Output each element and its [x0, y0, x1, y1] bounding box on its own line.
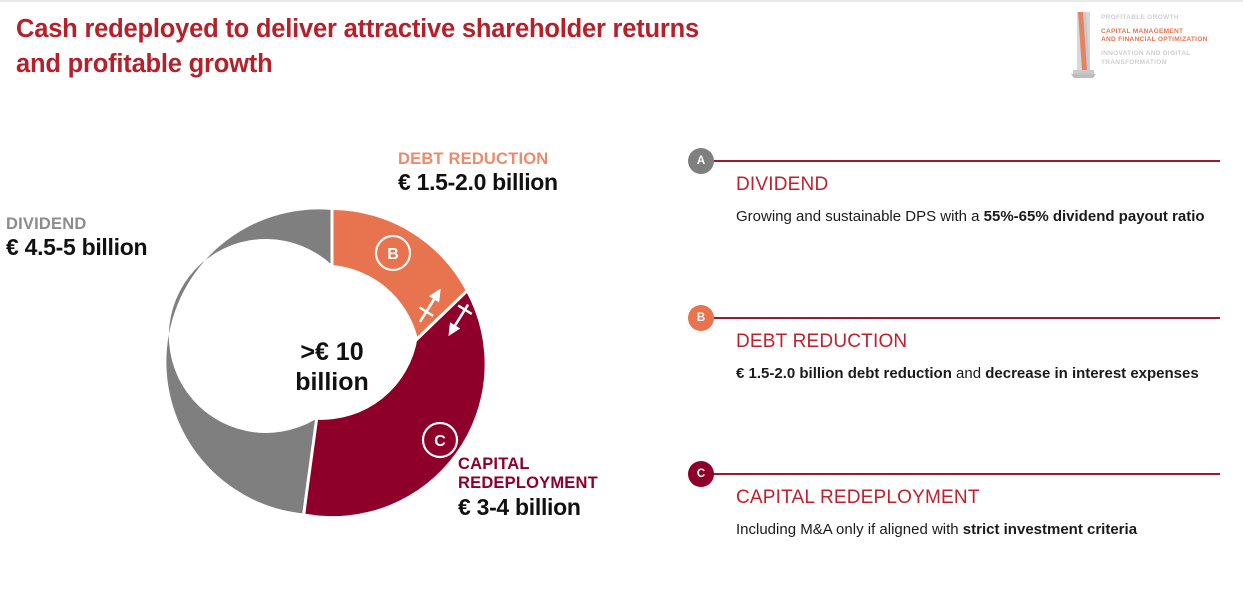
detail-body-debt-bold-2: decrease in interest expenses: [985, 365, 1199, 382]
detail-body-debt-reduction: € 1.5-2.0 billion debt reduction and dec…: [736, 363, 1224, 384]
detail-heading-capital-redeployment: CAPITAL REDEPLOYMENT: [736, 487, 980, 508]
slice-divider-right: [414, 287, 470, 342]
donut-slice-dividend[interactable]: [166, 209, 332, 514]
svg-text:C: C: [434, 433, 446, 450]
page-title-line-2: and profitable growth: [16, 50, 273, 79]
callout-debt-reduction-value: € 1.5-2.0 billion: [398, 169, 558, 195]
callout-capital-line-1: CAPITAL: [458, 455, 530, 473]
svg-text:A: A: [222, 285, 234, 302]
callout-capital-redeployment-value: € 3-4 billion: [458, 493, 581, 520]
donut-center-line-2: billion: [295, 367, 369, 396]
detail-badge-a[interactable]: A: [688, 148, 714, 174]
detail-body-capital-pre: Including M&A only if aligned with: [736, 521, 963, 538]
detail-badge-b[interactable]: B: [688, 305, 714, 331]
detail-rule-c: [704, 473, 1220, 475]
donut-marker-a[interactable]: A: [209, 273, 247, 311]
page-title-line-1: Cash redeployed to deliver attractive sh…: [16, 15, 700, 43]
callout-capital-line-2: REDEPLOYMENT: [458, 474, 598, 493]
logo-line-transformation: TRANSFORMATION: [1101, 58, 1167, 66]
logo-line-innovation-digital: INNOVATION AND DIGITAL: [1101, 50, 1191, 58]
svg-text:B: B: [387, 246, 399, 263]
donut-chart: A B C >€ 10 billion DIVIDEND € 4.5-5 bil…: [0, 120, 670, 600]
callout-dividend-category: DIVIDEND: [6, 215, 87, 233]
callout-debt-reduction-category: DEBT REDUCTION: [398, 150, 549, 168]
donut-chart-svg: A B C: [166, 206, 485, 518]
detail-heading-dividend: DIVIDEND: [736, 174, 829, 195]
detail-heading-debt-reduction: DEBT REDUCTION: [736, 331, 908, 352]
top-divider: [0, 0, 1243, 2]
detail-badge-c[interactable]: C: [688, 461, 714, 487]
detail-body-capital-redeployment: Including M&A only if aligned with stric…: [736, 519, 1224, 540]
detail-body-dividend-pre: Growing and sustainable DPS with a: [736, 208, 984, 225]
donut-center-line-1: >€ 10: [300, 338, 364, 366]
strategy-logo: PROFITABLE GROWTH CAPITAL MANAGEMENT AND…: [1065, 6, 1235, 88]
callout-capital-redeployment: CAPITAL REDEPLOYMENT € 3-4 billion: [458, 455, 598, 522]
donut-slice-debt-reduction[interactable]: [332, 210, 467, 338]
detail-body-capital-bold: strict investment criteria: [962, 521, 1138, 538]
detail-body-debt-mid: and: [951, 365, 986, 382]
strategy-logo-text: PROFITABLE GROWTH CAPITAL MANAGEMENT AND…: [1101, 14, 1235, 68]
detail-body-dividend: Growing and sustainable DPS with a 55%-6…: [736, 206, 1224, 227]
page-title: Cash redeployed to deliver attractive sh…: [16, 12, 846, 82]
logo-line-profitable-growth: PROFITABLE GROWTH: [1101, 14, 1179, 21]
donut-center-label: >€ 10 billion: [257, 338, 407, 397]
detail-body-debt-bold-1: € 1.5-2.0 billion debt reduction: [736, 365, 952, 382]
range-arrows-annotation: [418, 288, 473, 337]
donut-slice-capital-redeployment[interactable]: [305, 291, 485, 517]
callout-dividend-value: € 4.5-5 billion: [6, 234, 148, 260]
donut-marker-b[interactable]: B: [374, 234, 412, 272]
detail-rule-a: [704, 160, 1220, 162]
logo-line-capital-management: CAPITAL MANAGEMENT: [1101, 27, 1184, 35]
donut-marker-c[interactable]: C: [421, 421, 459, 459]
callout-capital-redeployment-category: CAPITAL REDEPLOYMENT: [458, 455, 598, 494]
logo-line-financial-optimization: AND FINANCIAL OPTIMIZATION: [1101, 36, 1208, 44]
slice-divider-bottom: [301, 415, 319, 518]
callout-dividend: DIVIDEND € 4.5-5 billion: [6, 215, 148, 262]
detail-body-dividend-bold: 55%-65% dividend payout ratio: [983, 208, 1205, 225]
pillar-logo-icon: [1071, 12, 1096, 78]
detail-panel: A DIVIDEND Growing and sustainable DPS w…: [688, 0, 1243, 615]
detail-rule-b: [704, 317, 1220, 319]
callout-debt-reduction: DEBT REDUCTION € 1.5-2.0 billion: [398, 150, 558, 197]
